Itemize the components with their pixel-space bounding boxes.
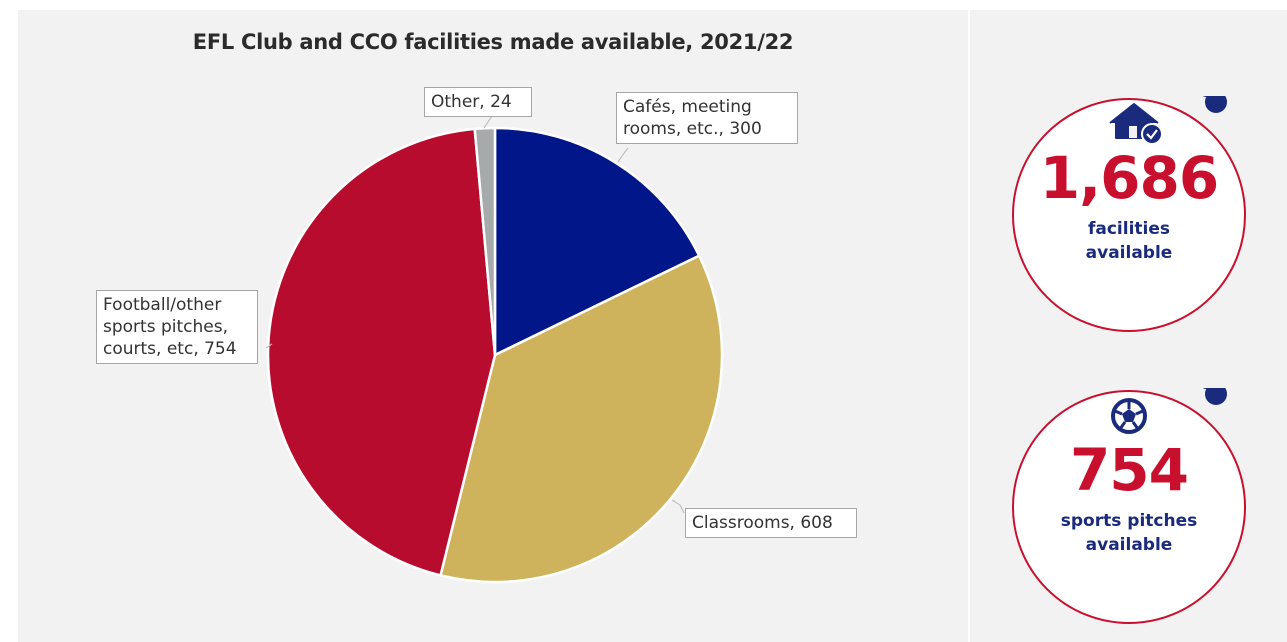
callout-classrooms: Classrooms, 608	[685, 508, 857, 538]
leader-line-other	[483, 115, 493, 129]
callout-cafes: Cafés, meeting rooms, etc., 300	[616, 92, 798, 144]
stat-label-line2: available	[1085, 535, 1173, 555]
leader-line-cafes	[617, 147, 629, 163]
callout-other: Other, 24	[424, 87, 532, 117]
stat-number: 1,686	[1039, 144, 1219, 212]
dot-arc-decoration	[1202, 96, 1227, 113]
stats-panel: 1,686 facilities available 754 sports pi	[970, 10, 1287, 642]
stat-ring	[1012, 96, 1246, 332]
pie-slice-0	[493, 126, 701, 357]
callout-football-line3: courts, etc, 754	[103, 339, 237, 359]
callout-cafes-line2: rooms, etc., 300	[623, 119, 762, 139]
stat-card-sports-pitches: 754 sports pitches available	[1010, 388, 1248, 626]
leader-line-classrooms	[671, 499, 685, 514]
callout-football: Football/other sports pitches, courts, e…	[96, 290, 258, 364]
stat-card-facilities: 1,686 facilities available	[1010, 96, 1248, 334]
chart-panel: EFL Club and CCO facilities made availab…	[18, 10, 968, 642]
stat-label-line1: facilities	[1087, 219, 1171, 239]
house-check-icon	[1109, 103, 1163, 145]
callout-cafes-line1: Cafés, meeting	[623, 97, 752, 117]
stat-label-line1: sports pitches	[1060, 511, 1198, 531]
pie-slice-1	[439, 254, 724, 584]
callout-other-line1: Other, 24	[431, 92, 512, 112]
pie-chart	[265, 115, 724, 584]
chart-title: EFL Club and CCO facilities made availab…	[192, 30, 794, 54]
stat-ring	[1012, 388, 1246, 624]
stat-label-line2: available	[1085, 243, 1173, 263]
callout-football-line2: sports pitches,	[103, 317, 228, 337]
pie-slice-2	[266, 127, 497, 577]
stat-number: 754	[1069, 436, 1189, 504]
callout-classrooms-line1: Classrooms, 608	[692, 513, 833, 533]
dot-arc-decoration	[1202, 388, 1227, 405]
pie-slice-3	[473, 126, 497, 357]
leader-line-football	[265, 343, 273, 349]
football-icon	[1111, 398, 1147, 434]
callout-football-line1: Football/other	[103, 295, 222, 315]
